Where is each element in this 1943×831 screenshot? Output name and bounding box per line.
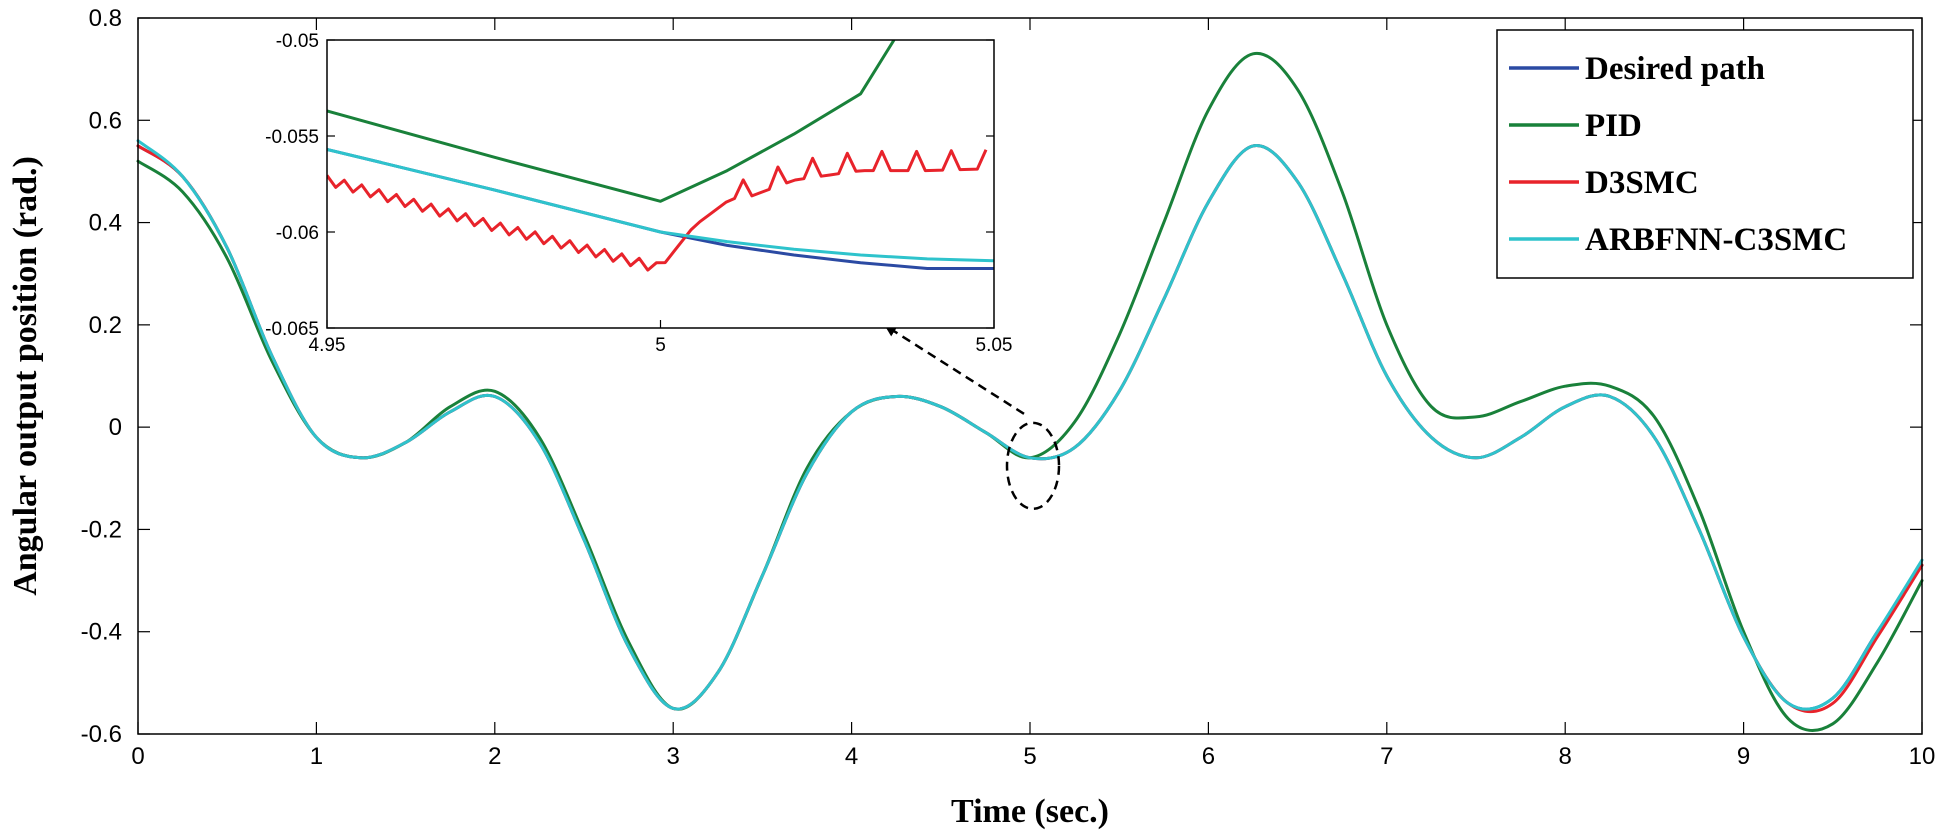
x-tick-label: 9 [1737, 743, 1750, 770]
legend-label-d3smc: D3SMC [1585, 165, 1699, 201]
x-tick-label: 1 [310, 743, 323, 770]
y-tick-label: -0.6 [81, 721, 122, 748]
x-tick-label: 8 [1559, 743, 1572, 770]
inset-x-tick-label: 5 [655, 335, 666, 356]
inset-series-line-pid [327, 40, 896, 203]
x-tick-label: 7 [1380, 743, 1393, 770]
series-line-pid [136, 51, 1924, 732]
inset-series-line-arbfnn-c3smc [327, 147, 994, 263]
y-tick-label: -0.2 [81, 516, 122, 543]
y-tick-label: -0.4 [81, 619, 122, 646]
x-tick-label: 0 [131, 743, 144, 770]
zoom-arrow [884, 324, 1025, 415]
y-tick-label: 0.6 [89, 107, 122, 134]
y-tick-label: 0 [109, 414, 122, 441]
zoom-inset: 4.95 5 5.05 -0.065 -0.06 -0.055 -0.05 [265, 31, 1012, 356]
legend: Desired path PID D3SMC ARBFNN-C3SMC [1496, 29, 1914, 279]
x-tick-label: 10 [1909, 743, 1936, 770]
inset-series-group [327, 40, 994, 272]
x-tick-label: 5 [1023, 743, 1036, 770]
y-axis-title: Angular output position (rad.) [7, 156, 44, 596]
x-tick-label: 3 [667, 743, 680, 770]
zoom-region-ellipse [1005, 421, 1061, 511]
inset-x-tick-label: 5.05 [976, 335, 1013, 356]
legend-label-desired-path: Desired path [1585, 51, 1765, 87]
inset-background [327, 40, 994, 328]
inset-series-line-d3smc [327, 149, 988, 272]
legend-label-arbfnn-c3smc: ARBFNN-C3SMC [1585, 222, 1847, 258]
inset-y-tick-label: -0.06 [276, 223, 319, 244]
inset-x-tick-label: 4.95 [309, 335, 346, 356]
inset-y-tick-label: -0.065 [265, 319, 319, 340]
main-plot-area: 0 1 2 3 4 5 6 7 8 9 10 -0.6 -0.4 -0.2 0 0.2 0.4 0.6 0.8 [81, 5, 1936, 770]
inset-y-tick-label: -0.05 [276, 31, 319, 52]
x-tick-label: 2 [488, 743, 501, 770]
x-axis-title: Time (sec.) [951, 793, 1109, 830]
y-tick-label: 0.4 [89, 210, 122, 237]
series-group [136, 51, 1924, 732]
x-tick-label: 4 [845, 743, 858, 770]
legend-label-pid: PID [1585, 108, 1642, 144]
zoom-annotation [884, 324, 1061, 511]
y-tick-label: 0.8 [89, 5, 122, 32]
series-line-arbfnn-c3smc [136, 139, 1924, 711]
x-tick-label: 6 [1202, 743, 1215, 770]
y-tick-label: 0.2 [89, 312, 122, 339]
legend-box [1496, 29, 1914, 279]
inset-y-tick-label: -0.055 [265, 127, 319, 148]
